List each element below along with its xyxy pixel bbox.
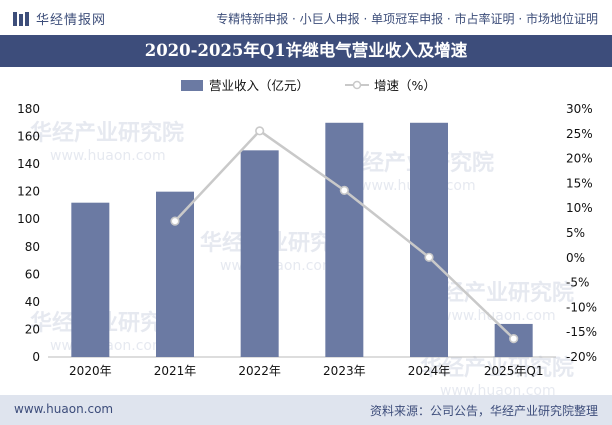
bar-series: [71, 122, 533, 358]
watermark-url: www.huaon.com: [50, 148, 166, 164]
brand-name: 华经情报网: [36, 13, 107, 28]
bar: [325, 122, 364, 358]
y-right-tick-label: -10%: [566, 300, 597, 314]
y-left-tick-label: 180: [17, 102, 40, 116]
growth-point: [509, 334, 519, 344]
service-tags: 专精特新申报 · 小巨人申报 · 单项冠军申报 · 市占率证明 · 市场地位证明: [216, 12, 598, 26]
y-right-tick-label: -5%: [566, 276, 589, 290]
footer-site[interactable]: www.huaon.com: [14, 402, 114, 416]
y-left-tick-label: 0: [32, 350, 40, 364]
footer: www.huaon.com 资料来源：公司公告，华经产业研究院整理: [0, 395, 612, 425]
growth-point: [424, 252, 434, 262]
y-left-tick-label: 20: [25, 322, 40, 336]
footer-source: 资料来源：公司公告，华经产业研究院整理: [369, 404, 598, 418]
chart-title: 2020-2025年Q1许继电气营业收入及增速: [144, 41, 468, 60]
watermark-url: www.huaon.com: [440, 308, 556, 324]
y-left-tick-label: 80: [25, 240, 40, 254]
bar: [240, 150, 279, 357]
x-tick-label: 2021年: [154, 364, 197, 378]
y-right-tick-label: -15%: [566, 325, 597, 339]
growth-point: [170, 216, 180, 226]
legend-bar-swatch: [181, 80, 203, 91]
watermark-text: 华经产业研究院: [420, 355, 574, 381]
legend-bar-label: 营业收入（亿元）: [209, 78, 309, 93]
legend-line-label: 增速（%）: [374, 78, 436, 93]
y-right-tick-label: 0%: [566, 251, 585, 265]
brand-logo-icon: [13, 11, 29, 26]
axes: 0 20 40 60 80 100 120 140 160 180 -20% -15% -10% -5% 0…: [17, 102, 597, 378]
y-right-tick-label: 15%: [566, 176, 593, 190]
y-left-tick-label: 40: [25, 295, 40, 309]
y-right-tick-label: 25%: [566, 127, 593, 141]
brand[interactable]: 华经情报网: [13, 9, 106, 28]
y-left-tick-label: 120: [17, 185, 40, 199]
y-right-tick-label: 10%: [566, 201, 593, 215]
y-right-tick-label: 20%: [566, 152, 593, 166]
bar: [410, 122, 448, 358]
growth-point: [255, 126, 265, 136]
bar: [71, 202, 110, 357]
x-tick-label: 2020年: [69, 364, 112, 378]
growth-point: [339, 185, 349, 195]
line-series: [170, 126, 519, 344]
legend: 营业收入（亿元） 增速（%）: [181, 78, 436, 93]
y-right-tick-label: 5%: [566, 226, 585, 240]
x-tick-label: 2022年: [238, 364, 281, 378]
watermark-text: 华经产业研究院: [30, 120, 184, 146]
x-tick-label: 2025年Q1: [484, 364, 544, 378]
x-tick-label: 2024年: [408, 364, 451, 378]
legend-line-marker: [352, 80, 362, 90]
bar: [156, 191, 194, 357]
x-tick-label: 2023年: [323, 364, 366, 378]
y-left-tick-label: 60: [25, 267, 40, 281]
top-bar: 华经情报网 专精特新申报 · 小巨人申报 · 单项冠军申报 · 市占率证明 · …: [0, 0, 612, 35]
y-right-tick-label: -20%: [566, 350, 597, 364]
y-left-tick-label: 160: [17, 130, 40, 144]
title-bar: 2020-2025年Q1许继电气营业收入及增速: [0, 35, 612, 67]
y-right-tick-label: 30%: [566, 102, 593, 116]
y-left-tick-label: 100: [17, 212, 40, 226]
y-left-tick-label: 140: [17, 157, 40, 171]
